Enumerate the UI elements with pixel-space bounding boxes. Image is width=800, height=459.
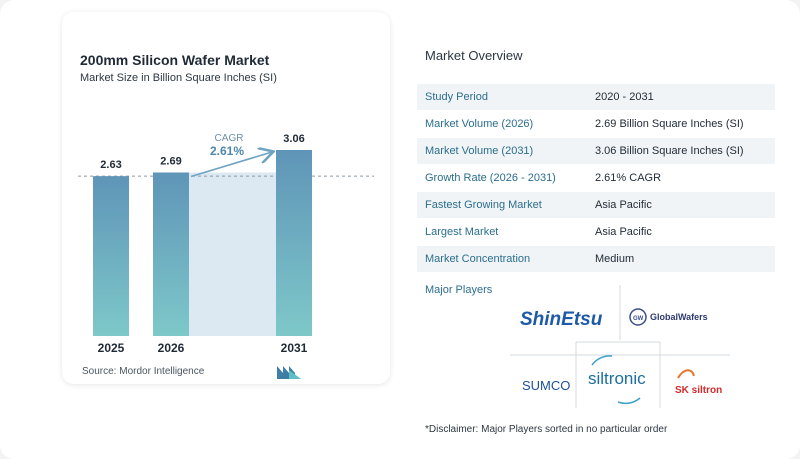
overview-row: Market Volume (2031) 3.06 Billion Square… xyxy=(417,138,775,165)
overview-row: Largest Market Asia Pacific xyxy=(417,219,775,246)
bar-2025 xyxy=(93,176,129,336)
disclaimer: *Disclaimer: Major Players sorted in no … xyxy=(425,424,668,435)
siltronic-logo: siltronic xyxy=(588,355,646,405)
shinetsu-logo: ShinEtsu xyxy=(520,309,603,330)
major-players-title: Major Players xyxy=(425,284,493,296)
cagr-label: CAGR xyxy=(215,133,244,144)
value-label-2031: 3.06 xyxy=(283,133,304,145)
globalwafers-logo-text: GlobalWafers xyxy=(650,312,708,322)
mordor-logo-icon xyxy=(277,366,301,379)
svg-text:GW: GW xyxy=(633,316,644,322)
overview-label: Market Volume (2031) xyxy=(425,145,534,157)
overview-row: Fastest Growing Market Asia Pacific xyxy=(417,192,775,219)
bar-2026 xyxy=(153,172,189,336)
overview-row: Growth Rate (2026 - 2031) 2.61% CAGR xyxy=(417,165,775,192)
value-label-2025: 2.63 xyxy=(100,159,121,171)
value-label-2026: 2.69 xyxy=(160,155,181,167)
overview-row: Study Period 2020 - 2031 xyxy=(417,84,775,111)
source-note: Source: Mordor Intelligence xyxy=(82,366,205,377)
shinetsu-logo-text: ShinEtsu xyxy=(520,309,603,330)
sk-siltron-logo-text: SK siltron xyxy=(675,385,722,396)
overview-value: 3.06 Billion Square Inches (SI) xyxy=(595,145,744,157)
overview-label: Fastest Growing Market xyxy=(425,199,542,211)
overview-row: Market Concentration Medium xyxy=(417,246,775,273)
cagr-span-area xyxy=(189,172,276,336)
siltronic-logo-text: siltronic xyxy=(588,369,646,388)
overview-value: Asia Pacific xyxy=(595,199,652,211)
overview-value: Asia Pacific xyxy=(595,226,652,238)
chart-card: 2.63 2025 2.69 2026 3.06 2031 CAGR 2.61% 200mm … xyxy=(62,12,390,384)
category-label-2031: 2031 xyxy=(281,341,308,355)
overview-label: Largest Market xyxy=(425,226,499,238)
sumco-logo-text: SUMCO xyxy=(522,378,570,393)
cagr-value: 2.61% xyxy=(210,144,244,158)
overview-label: Market Concentration xyxy=(425,253,531,265)
sk-siltron-logo: SK siltron xyxy=(675,369,722,396)
overview-title: Market Overview xyxy=(425,48,523,63)
cagr-arrow xyxy=(190,152,272,178)
overview-value: Medium xyxy=(595,253,635,265)
major-players-grid: ShinEtsu GW GlobalWafers SUMCO siltronic… xyxy=(510,285,730,408)
bar-2031 xyxy=(276,150,312,336)
overview-label: Growth Rate (2026 - 2031) xyxy=(425,172,556,184)
category-label-2025: 2025 xyxy=(98,341,125,355)
overview-value: 2020 - 2031 xyxy=(595,91,654,103)
overview-value: 2.69 Billion Square Inches (SI) xyxy=(595,118,744,130)
sumco-logo: SUMCO xyxy=(522,378,570,393)
category-label-2026: 2026 xyxy=(158,341,185,355)
chart-title: 200mm Silicon Wafer Market xyxy=(80,52,270,68)
overview-label: Study Period xyxy=(425,91,488,103)
overview-row: Market Volume (2026) 2.69 Billion Square… xyxy=(417,111,775,138)
overview-value: 2.61% CAGR xyxy=(595,172,662,184)
chart-subtitle: Market Size in Billion Square Inches (SI… xyxy=(80,72,277,84)
globalwafers-logo: GW GlobalWafers xyxy=(629,308,708,326)
overview-table: Study Period 2020 - 2031 Market Volume (… xyxy=(417,84,775,273)
overview-label: Market Volume (2026) xyxy=(425,118,534,130)
